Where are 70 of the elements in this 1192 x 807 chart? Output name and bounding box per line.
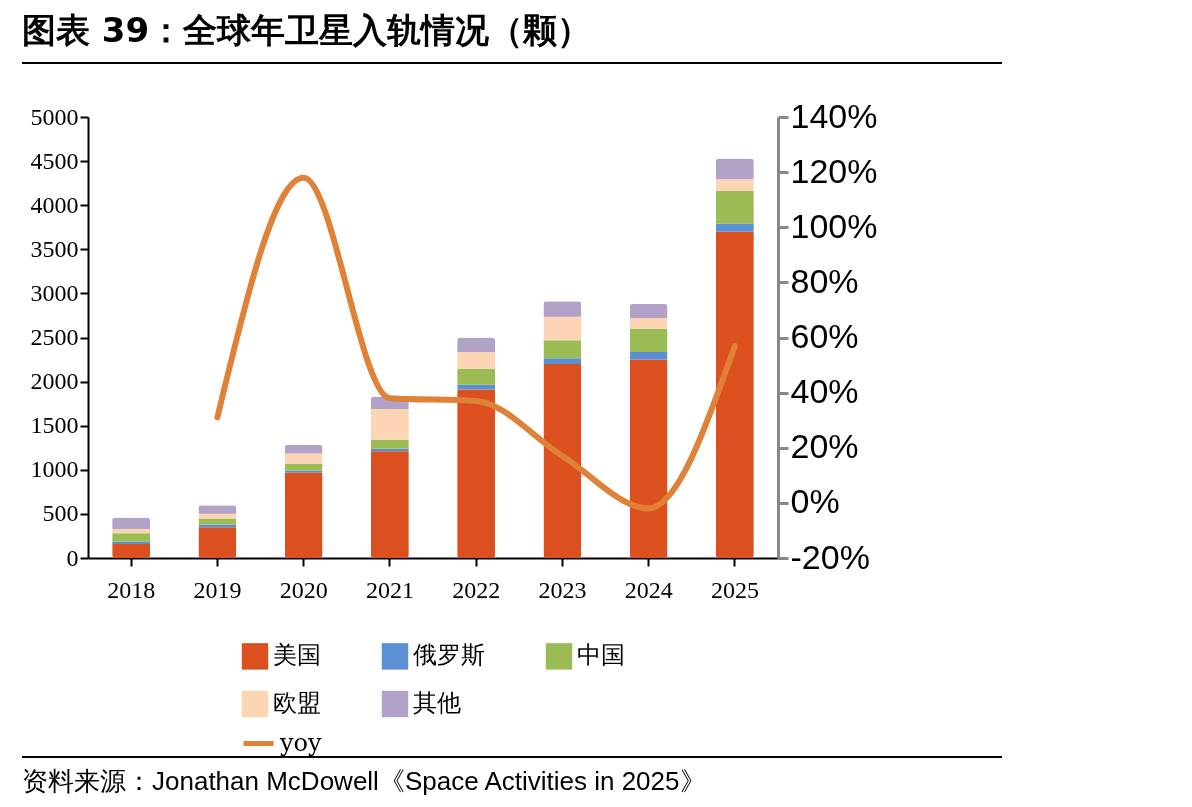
bar: [198, 518, 237, 525]
x-tick-label: 2022: [452, 576, 501, 603]
y-tick-label: 4500: [30, 147, 79, 174]
bar: [457, 337, 496, 353]
bar: [370, 451, 409, 558]
bar: [457, 368, 496, 385]
legend-label: yoy: [279, 728, 323, 757]
y-tick-label: 5000: [30, 103, 79, 130]
x-tick-label: 2023: [538, 576, 587, 603]
bar: [112, 533, 151, 542]
legend-label: 美国: [273, 641, 321, 670]
bar: [457, 352, 496, 369]
bar: [112, 517, 151, 529]
y-tick-label: 3000: [30, 279, 79, 306]
y-tick-label: 0: [66, 544, 79, 571]
y-tick-label: 3500: [30, 235, 79, 262]
bar: [198, 505, 237, 514]
bar: [629, 318, 668, 329]
x-tick-label: 2021: [365, 576, 414, 603]
bar: [543, 301, 582, 317]
legend-label: 欧盟: [273, 689, 321, 717]
y-tick-label: 2000: [30, 368, 79, 395]
bar: [457, 384, 496, 390]
legend-label: 俄罗斯: [413, 641, 485, 670]
y2-tick-label: 140%: [790, 96, 878, 135]
legend-label: 其他: [413, 689, 461, 717]
bar: [715, 191, 754, 224]
bar: [715, 223, 754, 232]
bar: [284, 453, 323, 465]
y2-tick-label: 60%: [790, 317, 859, 355]
bar: [629, 328, 668, 353]
bar: [198, 527, 237, 558]
chart-title: 图表 39：全球年卫星入轨情况（颗）: [22, 8, 1002, 64]
y2-tick-label: 80%: [790, 261, 859, 300]
legend-label: 中国: [577, 641, 625, 670]
bar: [715, 158, 754, 180]
bar: [284, 470, 323, 473]
y-tick-label: 1500: [30, 412, 79, 439]
bar: [457, 389, 496, 558]
bar: [543, 358, 582, 364]
bar: [629, 303, 668, 319]
bar: [629, 359, 668, 558]
y-tick-label: 1000: [30, 456, 79, 483]
bar: [715, 179, 754, 192]
bar: [370, 408, 409, 440]
x-tick-label: 2024: [624, 576, 673, 603]
y-tick-label: 500: [42, 500, 79, 527]
bar: [629, 352, 668, 360]
text: 资料来源：Jonathan McDowell《Space Activities in 2025》: [22, 756, 1002, 799]
bar: [284, 472, 323, 558]
y2-tick-label: 40%: [790, 372, 859, 411]
bar: [543, 340, 582, 359]
x-tick-label: 2025: [710, 576, 759, 603]
y2-tick-label: 0%: [790, 482, 840, 521]
bar: [543, 363, 582, 558]
y2-tick-label: 100%: [790, 206, 878, 245]
bar: [112, 543, 151, 558]
bar: [284, 464, 323, 471]
bar: [543, 316, 582, 341]
x-tick-label: 2020: [279, 576, 328, 603]
y-tick-label: 4000: [30, 191, 79, 218]
y-tick-label: 2500: [30, 324, 79, 350]
bar: [370, 439, 409, 449]
y2-tick-label: -20%: [790, 537, 870, 576]
bar: [715, 231, 754, 558]
y2-tick-label: 120%: [790, 151, 878, 190]
bar: [198, 524, 237, 528]
x-tick-label: 2019: [193, 576, 242, 603]
y2-tick-label: 20%: [790, 427, 859, 466]
x-tick-label: 2018: [107, 576, 156, 603]
